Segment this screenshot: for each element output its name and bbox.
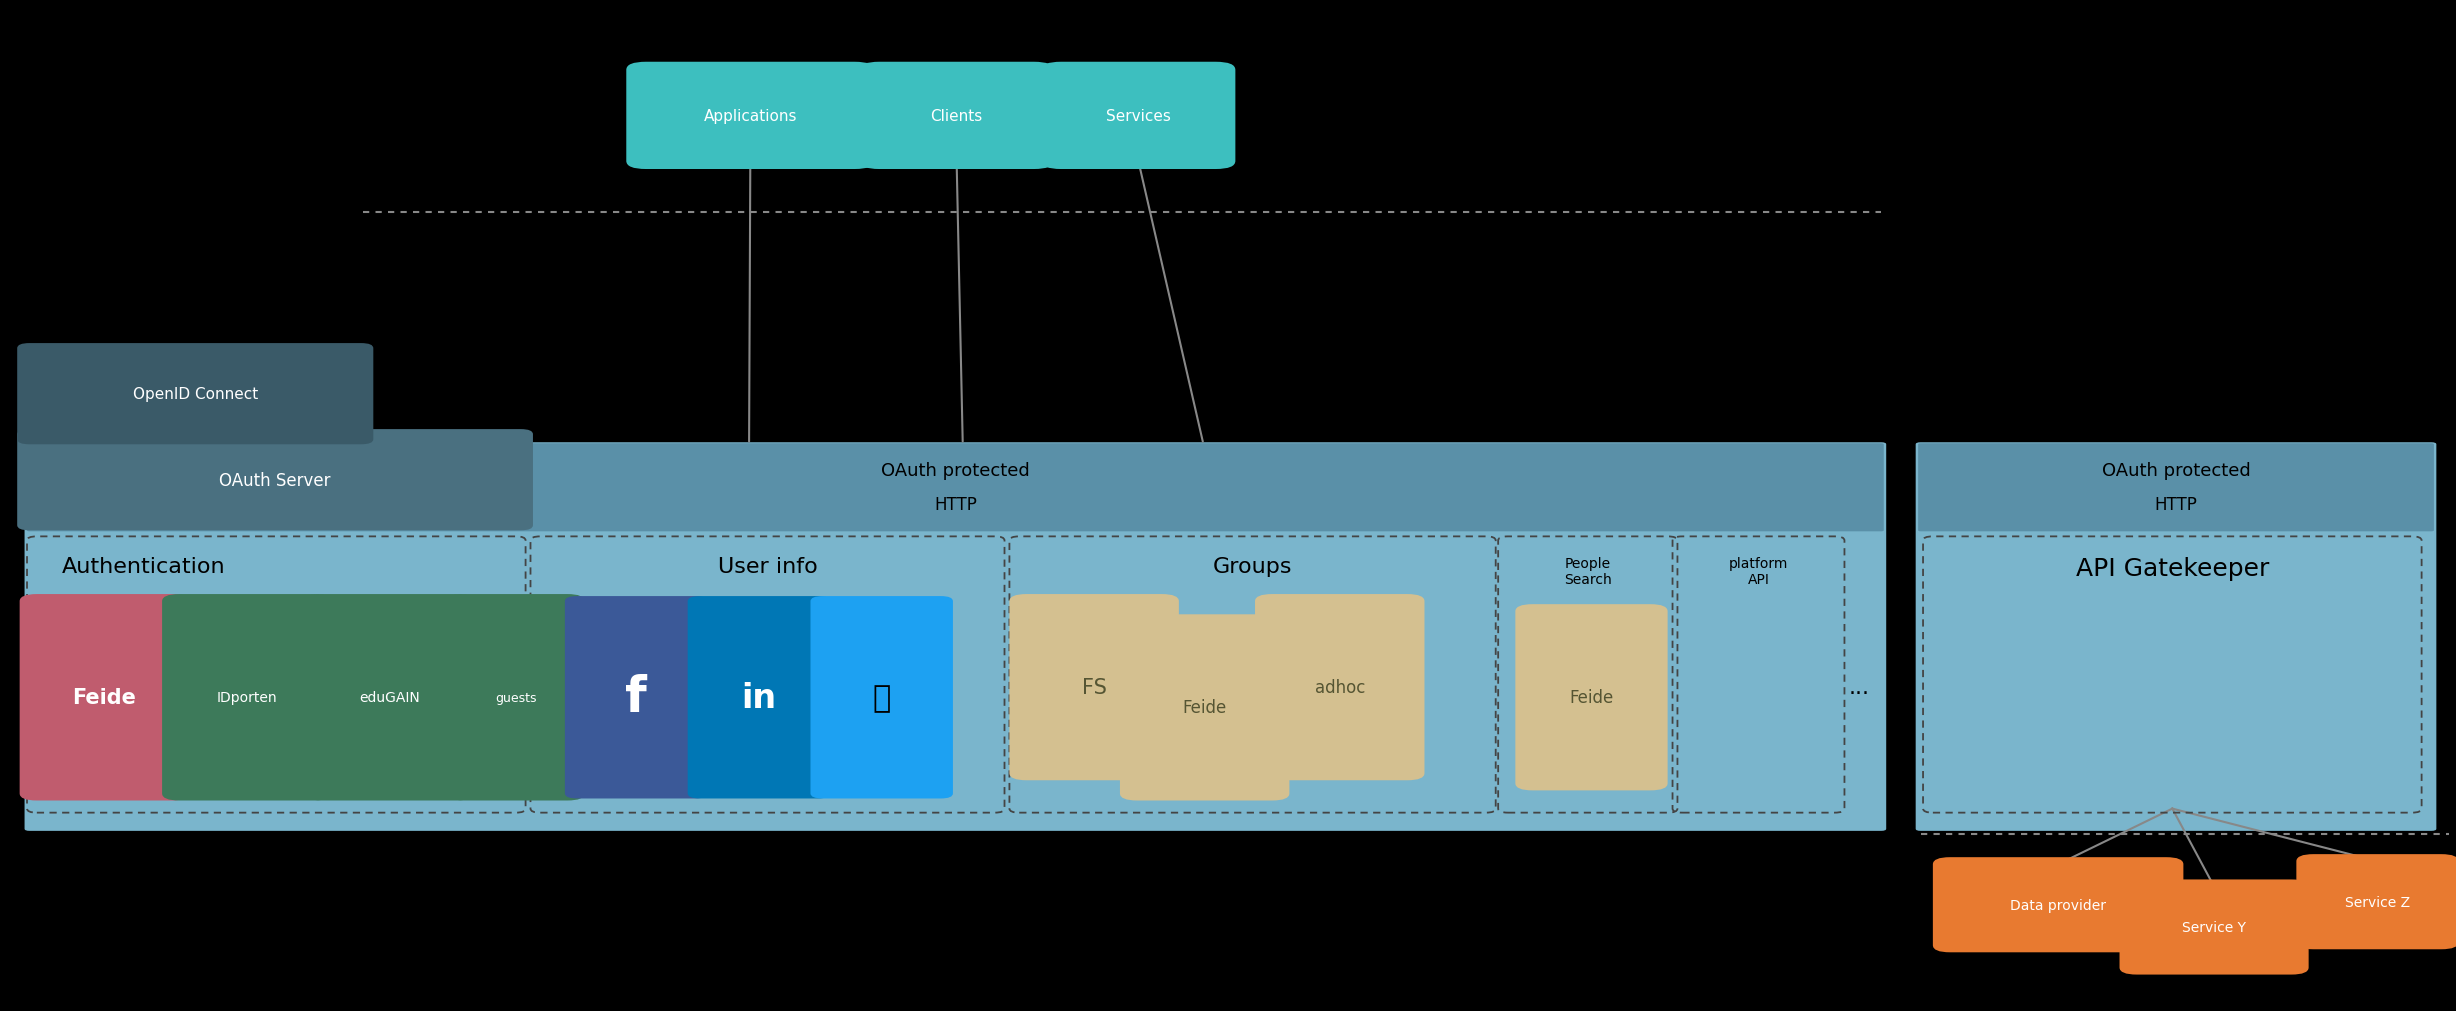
Text: Groups: Groups (1213, 556, 1292, 576)
FancyBboxPatch shape (20, 594, 189, 801)
FancyBboxPatch shape (860, 63, 1054, 170)
Text: User info: User info (717, 556, 818, 576)
Text: platform
API: platform API (1729, 556, 1788, 586)
Text: API Gatekeeper: API Gatekeeper (2075, 556, 2269, 580)
FancyBboxPatch shape (25, 443, 1886, 831)
FancyBboxPatch shape (1933, 857, 2183, 952)
Text: Feide: Feide (1181, 699, 1228, 717)
Text: Data provider: Data provider (2009, 898, 2107, 912)
Text: eduGAIN: eduGAIN (359, 691, 420, 705)
Text: Clients: Clients (931, 109, 982, 123)
Text: FS: FS (1081, 677, 1108, 698)
FancyBboxPatch shape (565, 596, 707, 799)
Text: Feide: Feide (1569, 688, 1614, 707)
Text: guests: guests (496, 692, 535, 704)
FancyBboxPatch shape (626, 63, 874, 170)
FancyBboxPatch shape (2120, 880, 2309, 975)
Text: HTTP: HTTP (933, 496, 977, 514)
FancyBboxPatch shape (305, 594, 474, 801)
FancyBboxPatch shape (1916, 443, 2436, 831)
FancyBboxPatch shape (1041, 63, 1235, 170)
Text: OAuth Server: OAuth Server (219, 471, 332, 489)
Text: OpenID Connect: OpenID Connect (133, 387, 258, 401)
Text: Service Y: Service Y (2181, 920, 2247, 934)
Text: OAuth protected: OAuth protected (882, 462, 1029, 479)
Text: Applications: Applications (702, 109, 798, 123)
Text: HTTP: HTTP (2154, 496, 2198, 514)
Text: Service Z: Service Z (2345, 895, 2409, 909)
Text: People
Search: People Search (1564, 556, 1611, 586)
Text: in: in (742, 681, 776, 714)
FancyBboxPatch shape (810, 596, 953, 799)
FancyBboxPatch shape (1255, 594, 1424, 780)
FancyBboxPatch shape (162, 594, 332, 801)
Text: ...: ... (1849, 677, 1869, 698)
FancyBboxPatch shape (1009, 594, 1179, 780)
FancyBboxPatch shape (17, 344, 373, 445)
Text: IDporten: IDporten (216, 691, 278, 705)
Text: Services: Services (1105, 109, 1172, 123)
FancyBboxPatch shape (2296, 854, 2456, 949)
FancyBboxPatch shape (1515, 605, 1668, 791)
FancyBboxPatch shape (1918, 444, 2434, 532)
Text: f: f (626, 673, 646, 722)
Text: adhoc: adhoc (1314, 678, 1366, 697)
Text: Feide: Feide (71, 687, 138, 708)
FancyBboxPatch shape (447, 594, 585, 801)
Text: Authentication: Authentication (61, 556, 226, 576)
FancyBboxPatch shape (17, 430, 533, 531)
Text: 🐦: 🐦 (872, 683, 892, 712)
FancyBboxPatch shape (27, 444, 1884, 532)
FancyBboxPatch shape (1120, 615, 1289, 801)
FancyBboxPatch shape (688, 596, 830, 799)
Text: OAuth protected: OAuth protected (2102, 462, 2250, 479)
